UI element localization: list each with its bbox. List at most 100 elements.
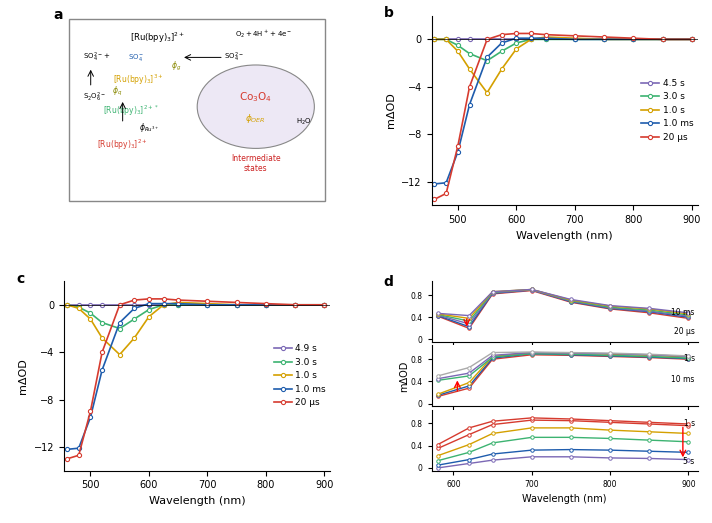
1.0 s [86, 316, 95, 322]
Text: a: a [53, 8, 63, 22]
20 μs [159, 295, 168, 302]
Y-axis label: mΔOD: mΔOD [19, 358, 28, 394]
1.0 s [159, 302, 168, 308]
Text: b: b [384, 6, 394, 20]
1.0 ms [63, 446, 71, 452]
1.0 s [442, 36, 451, 42]
Text: $\phi_{Ru^{3+}}$: $\phi_{Ru^{3+}}$ [139, 121, 159, 134]
1.0 ms [570, 36, 579, 42]
20 μs [174, 297, 182, 303]
Line: 1.0 ms: 1.0 ms [65, 302, 327, 451]
1.0 ms [527, 35, 535, 41]
4.9 s [174, 302, 182, 308]
Y-axis label: mΔOD: mΔOD [386, 93, 396, 128]
3.0 s [570, 36, 579, 42]
Line: 4.5 s: 4.5 s [432, 37, 694, 41]
20 μs [63, 456, 71, 462]
20 μs [86, 408, 95, 415]
20 μs [430, 196, 439, 202]
1.0 s [75, 305, 83, 312]
4.5 s [541, 36, 550, 42]
3.0 s [262, 302, 271, 308]
1.0 s [232, 302, 241, 308]
20 μs [98, 349, 106, 355]
1.0 ms [145, 301, 153, 307]
1.0 ms [262, 302, 271, 308]
Text: 1 s: 1 s [684, 354, 695, 362]
3.0 s [527, 36, 535, 42]
4.5 s [512, 36, 520, 42]
4.9 s [98, 302, 106, 308]
4.5 s [498, 36, 506, 42]
4.5 s [688, 36, 696, 42]
1.0 ms [454, 149, 462, 155]
X-axis label: Wavelength (nm): Wavelength (nm) [523, 494, 607, 504]
4.5 s [465, 36, 473, 42]
3.0 s [430, 36, 439, 42]
4.9 s [159, 302, 168, 308]
1.0 ms [203, 302, 211, 308]
Text: $\phi_g$: $\phi_g$ [171, 60, 181, 73]
20 μs [512, 30, 520, 37]
Line: 20 μs: 20 μs [65, 297, 327, 461]
1.0 ms [688, 36, 696, 42]
1.0 ms [75, 445, 83, 451]
20 μs [570, 33, 579, 39]
1.0 ms [130, 305, 139, 312]
1.0 ms [600, 36, 609, 42]
3.0 s [291, 302, 300, 308]
Text: $[\mathrm{Ru(bpy)_3}]^{3+}$: $[\mathrm{Ru(bpy)_3}]^{3+}$ [113, 73, 164, 87]
1.0 s [629, 36, 638, 42]
1.0 ms [159, 301, 168, 307]
20 μs [232, 299, 241, 305]
1.0 s [291, 302, 300, 308]
1.0 s [688, 36, 696, 42]
Line: 3.0 s: 3.0 s [432, 37, 694, 63]
20 μs [659, 36, 667, 42]
Text: $\phi_q$: $\phi_q$ [112, 85, 122, 98]
Text: 10 ms: 10 ms [671, 375, 695, 384]
1.0 ms [86, 414, 95, 420]
1.0 s [63, 302, 71, 308]
Text: Intermediate
states: Intermediate states [231, 154, 281, 173]
1.0 s [130, 335, 139, 341]
20 μs [454, 143, 462, 149]
1.0 s [203, 301, 211, 307]
1.0 s [174, 299, 182, 305]
3.0 s [454, 42, 462, 49]
20 μs [203, 298, 211, 304]
1.0 ms [498, 40, 506, 46]
3.0 s [174, 302, 182, 308]
Text: c: c [16, 271, 24, 286]
1.0 ms [541, 35, 550, 41]
4.9 s [75, 302, 83, 308]
4.9 s [130, 302, 139, 308]
4.5 s [600, 36, 609, 42]
1.0 s [262, 302, 271, 308]
3.0 s [320, 302, 329, 308]
1.0 s [454, 48, 462, 54]
20 μs [527, 30, 535, 37]
4.9 s [320, 302, 329, 308]
4.5 s [570, 36, 579, 42]
20 μs [465, 84, 473, 90]
Text: $\mathrm{Co_3O_4}$: $\mathrm{Co_3O_4}$ [239, 90, 272, 104]
Line: 3.0 s: 3.0 s [65, 303, 327, 331]
4.5 s [442, 36, 451, 42]
3.0 s [98, 320, 106, 326]
20 μs [145, 295, 153, 302]
4.9 s [291, 302, 300, 308]
4.5 s [430, 36, 439, 42]
4.5 s [629, 36, 638, 42]
Text: 5 s: 5 s [684, 457, 695, 466]
Text: $\mathrm{SO_4^{2-}+}$: $\mathrm{SO_4^{2-}+}$ [83, 51, 110, 64]
1.0 ms [430, 181, 439, 187]
4.5 s [454, 36, 462, 42]
1.0 ms [115, 320, 124, 326]
1.0 ms [629, 36, 638, 42]
20 μs [130, 297, 139, 303]
20 μs [629, 35, 638, 41]
1.0 ms [483, 54, 491, 60]
3.0 s [659, 36, 667, 42]
Text: $[\mathrm{Ru(bpy)_3}]^{2+*}$: $[\mathrm{Ru(bpy)_3}]^{2+*}$ [103, 103, 159, 118]
